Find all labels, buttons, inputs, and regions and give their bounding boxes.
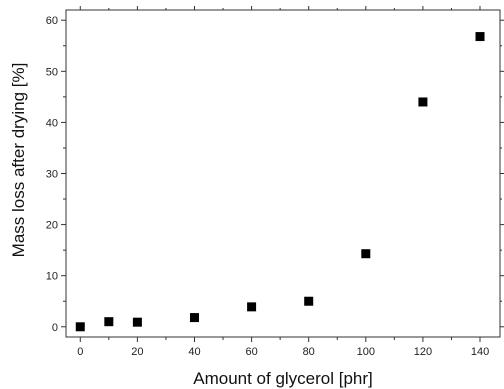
data-point xyxy=(75,322,85,332)
data-points xyxy=(75,32,485,332)
x-tick-label: 20 xyxy=(131,346,143,358)
y-tick-label: 20 xyxy=(46,220,58,232)
x-tick-label: 120 xyxy=(414,346,432,358)
data-point xyxy=(361,249,371,259)
data-point xyxy=(132,317,142,327)
data-point xyxy=(189,313,199,323)
plot-frame xyxy=(65,9,501,338)
y-tick-label: 0 xyxy=(52,322,58,334)
y-tick-label: 10 xyxy=(46,271,58,283)
x-tick-label: 140 xyxy=(471,346,489,358)
y-tick-label: 50 xyxy=(46,66,58,78)
y-tick-label: 40 xyxy=(46,117,58,129)
x-axis-title: Amount of glycerol [phr] xyxy=(193,369,373,388)
x-axis: 0 20 40 60 80 100 120 140 xyxy=(77,6,489,358)
y-axis: 0 10 20 30 40 50 60 xyxy=(46,15,504,334)
data-point xyxy=(418,97,428,107)
y-tick-label: 30 xyxy=(46,169,58,181)
x-tick-label: 60 xyxy=(245,346,257,358)
data-point xyxy=(475,32,485,42)
data-point xyxy=(247,302,257,312)
x-tick-label: 80 xyxy=(303,346,315,358)
data-point xyxy=(304,296,314,306)
y-tick-label: 60 xyxy=(46,15,58,27)
plot-border xyxy=(65,9,501,338)
y-axis-title: Mass loss after drying [%] xyxy=(9,63,28,258)
x-tick-label: 100 xyxy=(357,346,375,358)
data-point xyxy=(104,317,114,327)
x-tick-label: 0 xyxy=(77,346,83,358)
x-tick-label: 40 xyxy=(188,346,200,358)
